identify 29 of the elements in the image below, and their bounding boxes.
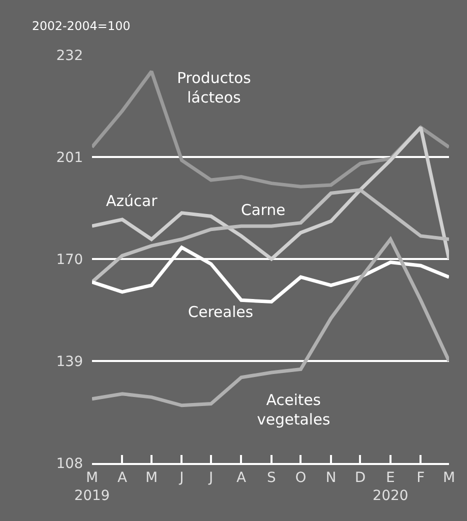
x-tick-label: E 2020: [372, 470, 408, 504]
x-tick-label: S: [267, 470, 276, 486]
line-series: [92, 246, 449, 304]
line-series: [92, 238, 449, 408]
series-label: Carne: [241, 201, 286, 219]
y-tick-label: 108: [56, 456, 83, 472]
x-tick-label: A: [117, 470, 128, 486]
y-tick-label: 170: [56, 252, 83, 268]
series-label: Productos lácteos: [177, 69, 252, 106]
x-tick-label: N: [326, 470, 336, 486]
y-tick-label: 232: [56, 48, 83, 64]
line-series: [92, 126, 449, 261]
y-axis-title: 2002-2004=100: [32, 19, 130, 33]
x-tick-label: M: [442, 470, 456, 486]
series-label: Cereales: [188, 303, 254, 321]
x-tick-label: M 2019: [74, 470, 110, 504]
line-series: [92, 188, 449, 284]
line-series: [92, 70, 449, 188]
x-tick-label: J: [178, 470, 184, 486]
x-tick-label: D: [354, 470, 366, 486]
y-tick-label: 139: [56, 354, 83, 370]
x-tick-label: F: [416, 470, 425, 486]
x-tick-label: M: [145, 470, 158, 486]
x-tick-label: O: [295, 470, 306, 486]
series-label: Azúcar: [106, 192, 158, 210]
x-tick-label: A: [236, 470, 246, 486]
x-tick-label: J: [208, 470, 214, 486]
series-label: Aceites vegetales: [257, 391, 330, 428]
y-tick-label: 201: [56, 150, 83, 166]
